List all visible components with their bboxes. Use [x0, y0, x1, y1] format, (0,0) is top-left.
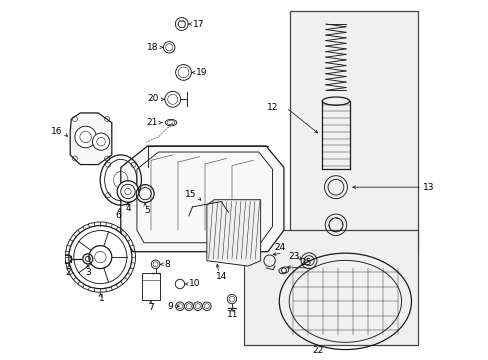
Text: 15: 15 [184, 190, 196, 199]
Text: 14: 14 [215, 272, 226, 281]
Text: 7: 7 [148, 303, 153, 312]
Circle shape [75, 126, 96, 148]
Bar [142, 273, 159, 300]
Circle shape [151, 260, 160, 269]
Polygon shape [121, 146, 284, 252]
Text: 3: 3 [85, 268, 90, 277]
Text: 10: 10 [188, 279, 200, 288]
Text: 6: 6 [115, 211, 121, 220]
Circle shape [92, 133, 109, 150]
Text: 17: 17 [192, 19, 203, 28]
Text: 22: 22 [311, 346, 323, 355]
Text: 2: 2 [65, 268, 71, 277]
Bar [244, 230, 418, 345]
Circle shape [69, 226, 132, 289]
Text: 12: 12 [266, 103, 277, 112]
Text: 11: 11 [226, 310, 238, 319]
Text: 21: 21 [146, 118, 157, 127]
Bar [290, 12, 417, 252]
Text: 5: 5 [144, 206, 149, 215]
Text: 4: 4 [125, 204, 130, 213]
Text: 9: 9 [167, 302, 173, 311]
Circle shape [227, 294, 236, 304]
Text: 25: 25 [300, 258, 311, 267]
Text: 19: 19 [196, 68, 207, 77]
Text: 24: 24 [274, 243, 285, 252]
Polygon shape [206, 200, 260, 266]
Text: 13: 13 [422, 183, 434, 192]
Polygon shape [70, 113, 112, 165]
Text: 8: 8 [164, 260, 170, 269]
Text: 1: 1 [99, 294, 105, 303]
Circle shape [117, 181, 139, 202]
Text: 16: 16 [51, 127, 62, 136]
Text: 23: 23 [288, 252, 299, 261]
Text: 20: 20 [147, 94, 159, 103]
Text: 18: 18 [146, 43, 158, 52]
